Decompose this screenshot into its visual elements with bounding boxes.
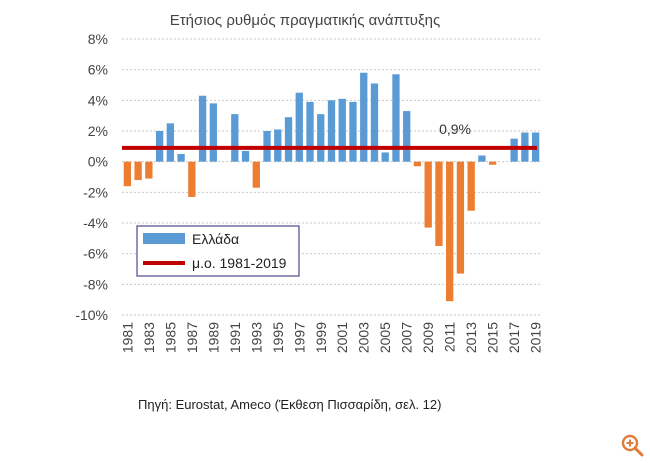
x-tick-label: 1995 <box>270 322 286 353</box>
y-tick-label: -10% <box>75 307 108 323</box>
bar-2011 <box>446 161 454 302</box>
average-line-group: 0,9% <box>122 121 537 150</box>
bar-2002 <box>349 101 357 162</box>
x-tick-label: 1997 <box>291 322 307 353</box>
bar-1989 <box>209 103 217 162</box>
y-axis-ticks: -10% -8% -6% -4% -2% 0% 2% 4% 6% 8% <box>75 31 108 323</box>
legend-label-bars: Ελλάδα <box>192 231 239 247</box>
bar-1998 <box>306 101 314 162</box>
y-tick-label: -6% <box>83 246 108 262</box>
bar-2004 <box>370 83 379 162</box>
x-tick-label: 2009 <box>420 322 436 353</box>
x-tick-label: 1985 <box>162 322 178 353</box>
bar-2006 <box>392 74 400 162</box>
source-note: Πηγή: Eurostat, Ameco (Έκθεση Πισσαρίδη,… <box>138 397 442 412</box>
zoom-button[interactable] <box>619 432 645 458</box>
x-tick-label: 2011 <box>442 322 458 352</box>
legend-label-average: μ.ο. 1981-2019 <box>192 255 287 271</box>
bar-2014 <box>478 155 486 162</box>
bar-1987 <box>188 161 196 197</box>
y-tick-label: 0% <box>88 154 108 170</box>
y-tick-label: 8% <box>88 31 108 47</box>
bar-1986 <box>177 154 185 162</box>
bar-2013 <box>467 161 475 211</box>
x-tick-label: 1999 <box>313 322 329 353</box>
x-tick-label: 1981 <box>119 322 135 353</box>
x-tick-label: 2015 <box>485 322 501 353</box>
x-axis-ticks: 1981 1983 1985 1987 1989 1991 1993 1995 1997 1999… <box>119 322 543 353</box>
average-annotation: 0,9% <box>439 121 471 137</box>
x-tick-label: 2007 <box>399 322 415 353</box>
x-tick-label: 2001 <box>334 322 350 353</box>
bar-1983 <box>145 161 153 179</box>
bar-1992 <box>241 150 250 162</box>
bar-2008 <box>413 161 422 167</box>
bar-1988 <box>198 95 207 162</box>
bar-1995 <box>274 129 282 162</box>
bar-2000 <box>327 100 336 162</box>
bar-1999 <box>317 114 325 162</box>
x-tick-label: 2019 <box>528 322 544 353</box>
legend: Ελλάδα μ.ο. 1981-2019 <box>136 225 300 277</box>
bar-1982 <box>134 161 142 181</box>
bar-2003 <box>360 72 368 162</box>
bar-1985 <box>166 123 174 162</box>
y-tick-label: 4% <box>88 92 108 108</box>
x-tick-label: 1989 <box>205 322 221 353</box>
bar-1997 <box>295 92 303 162</box>
x-tick-label: 1983 <box>141 322 157 353</box>
x-tick-label: 2003 <box>356 322 372 353</box>
y-tick-label: -4% <box>83 215 108 231</box>
x-tick-label: 2013 <box>463 322 479 353</box>
chart-title: Ετήσιος ρυθμός πραγματικής ανάπτυξης <box>170 12 441 29</box>
x-tick-label: 2005 <box>377 322 393 353</box>
x-tick-label: 1987 <box>184 322 200 353</box>
bar-1996 <box>284 117 293 162</box>
bar-1993 <box>252 161 260 188</box>
y-tick-label: 6% <box>88 62 108 78</box>
bar-2009 <box>424 161 432 228</box>
bar-2010 <box>435 161 443 246</box>
x-tick-label: 1993 <box>248 322 264 353</box>
y-tick-label: -8% <box>83 276 108 292</box>
bar-1981 <box>123 161 132 187</box>
bar-2015 <box>489 161 497 165</box>
legend-swatch-average <box>143 261 185 265</box>
bar-2012 <box>456 161 465 274</box>
legend-swatch-bars <box>143 233 185 244</box>
bar-2007 <box>403 111 411 162</box>
x-tick-label: 2017 <box>506 322 522 353</box>
zoom-in-icon <box>621 434 644 457</box>
bar-2001 <box>338 98 346 162</box>
y-tick-label: -2% <box>83 184 108 200</box>
bar-2005 <box>381 152 389 162</box>
x-tick-label: 1991 <box>227 322 243 353</box>
y-tick-label: 2% <box>88 123 108 139</box>
bar-2017 <box>510 138 518 162</box>
bar-1991 <box>231 114 239 162</box>
